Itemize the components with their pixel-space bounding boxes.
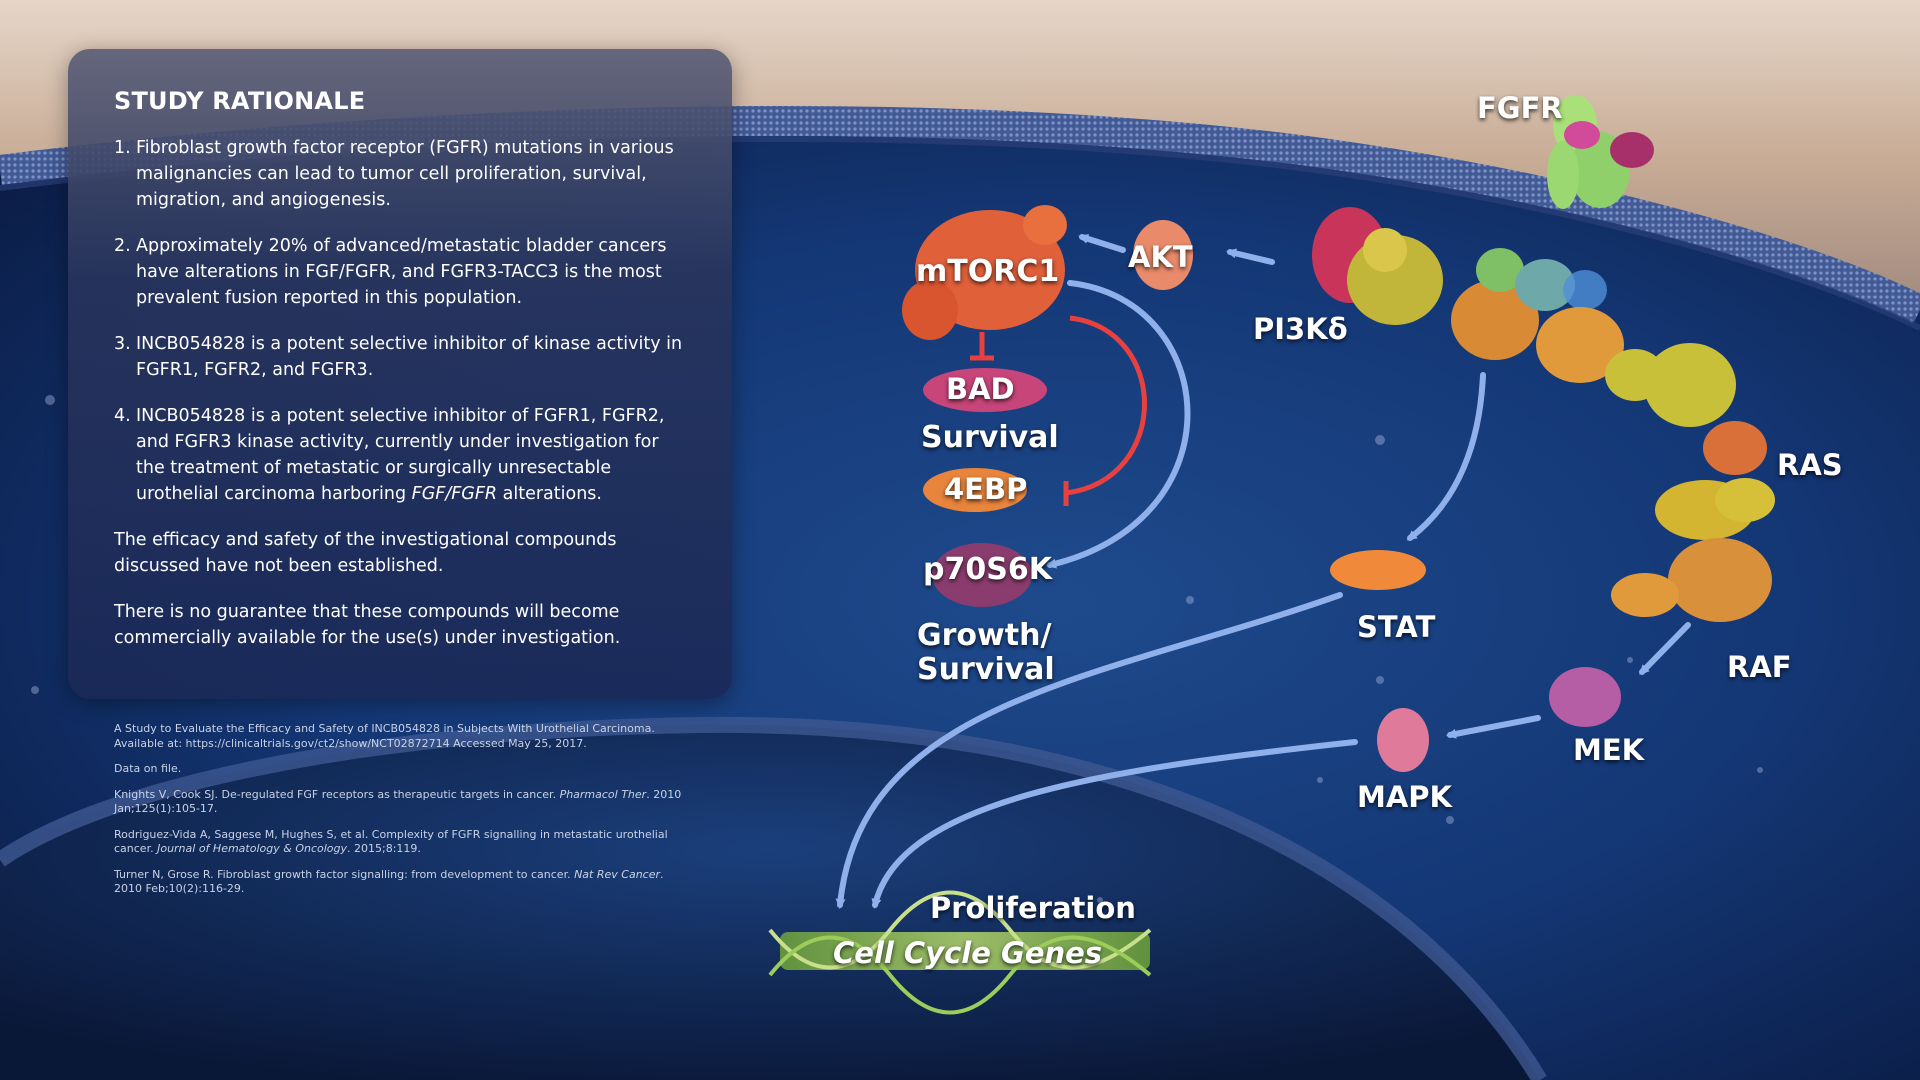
label-fgfr: FGFR [1477, 91, 1563, 125]
label-growth-line1: Growth/ [917, 618, 1052, 653]
mapk-protein [1377, 708, 1429, 772]
label-stat: STAT [1357, 610, 1436, 644]
mtorc1-protein [902, 205, 1067, 340]
stat-protein [1330, 550, 1426, 590]
references: A Study to Evaluate the Efficacy and Saf… [114, 722, 684, 908]
label-survival: Survival [921, 420, 1059, 455]
label-pi3k: PI3Kδ [1253, 312, 1348, 346]
point-number: 1. [114, 138, 131, 158]
label-ras: RAS [1777, 448, 1843, 482]
pi3k-protein [1312, 207, 1443, 325]
reference-item: Knights V, Cook SJ. De-regulated FGF rec… [114, 787, 682, 816]
fourebp-protein [923, 468, 1027, 512]
ras-protein [1703, 421, 1767, 475]
point-text: INCB054828 is a potent selective inhibit… [136, 334, 683, 380]
label-proliferation: Proliferation [930, 891, 1136, 925]
label-akt: AKT [1128, 240, 1193, 274]
study-rationale-panel: STUDY RATIONALE 1. Fibroblast growth fac… [68, 49, 732, 699]
rationale-point-4: 4. INCB054828 is a potent selective inhi… [114, 403, 688, 507]
disclaimer-efficacy: The efficacy and safety of the investiga… [114, 530, 617, 576]
point-number: 2. [114, 236, 131, 256]
rationale-point-2: 2. Approximately 20% of advanced/metasta… [114, 233, 688, 311]
rationale-point-1: 1. Fibroblast growth factor receptor (FG… [114, 135, 688, 213]
raf-protein [1611, 478, 1775, 622]
label-raf: RAF [1727, 650, 1792, 684]
fgfr-receptor [1547, 95, 1654, 209]
point-number: 3. [114, 334, 131, 354]
reference-item: Data on file. [114, 762, 182, 775]
label-4ebp: 4EBP [944, 472, 1028, 506]
disclaimer-availability: There is no guarantee that these compoun… [114, 602, 621, 648]
point-text: Fibroblast growth factor receptor (FGFR)… [136, 138, 674, 210]
label-cell-cycle-genes: Cell Cycle Genes [833, 936, 1103, 970]
reference-item: Rodriguez-Vida A, Saggese M, Hughes S, e… [114, 827, 668, 856]
point-text: INCB054828 is a potent selective inhibit… [136, 406, 665, 504]
adaptor-complex [1451, 248, 1736, 427]
panel-title: STUDY RATIONALE [114, 87, 366, 115]
label-mtorc1: mTORC1 [916, 254, 1060, 289]
p70s6k-protein [932, 543, 1032, 607]
label-mek: MEK [1573, 733, 1645, 767]
reference-item: A Study to Evaluate the Efficacy and Saf… [114, 722, 655, 750]
reference-item: Turner N, Grose R. Fibroblast growth fac… [114, 867, 664, 896]
activation-arrows [835, 234, 1691, 909]
label-growth-line2: Survival [917, 652, 1055, 687]
akt-protein [1133, 220, 1193, 290]
rationale-point-3: 3. INCB054828 is a potent selective inhi… [114, 331, 688, 383]
inhibition-lines [970, 315, 1147, 506]
label-p70s6k: p70S6K [923, 552, 1052, 587]
rationale-list: 1. Fibroblast growth factor receptor (FG… [114, 135, 688, 507]
bad-protein [923, 368, 1047, 412]
point-text: Approximately 20% of advanced/metastatic… [136, 236, 667, 308]
label-bad: BAD [946, 372, 1015, 406]
point-number: 4. [114, 406, 131, 426]
mek-protein [1549, 667, 1621, 727]
dna-helix [768, 890, 1152, 1015]
label-mapk: MAPK [1357, 780, 1453, 814]
